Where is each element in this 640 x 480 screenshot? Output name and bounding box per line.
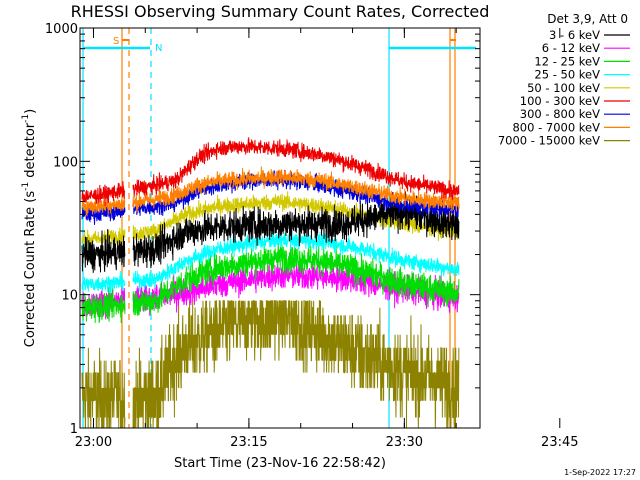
legend-label: 12 - 25 keV	[534, 54, 600, 68]
y-tick-label: 100	[53, 155, 78, 170]
legend-label: 6 - 12 keV	[542, 41, 600, 55]
legend-label: 7000 - 15000 keV	[498, 134, 600, 148]
chart-title: RHESSI Observing Summary Count Rates, Co…	[71, 2, 490, 21]
y-axis-label-main: Corrected Count Rate (s	[23, 191, 38, 348]
y-tick-label: 1	[70, 422, 78, 437]
x-axis-label: Start Time (23-Nov-16 22:58:42)	[174, 456, 386, 471]
footer-date: 1-Sep-2022 17:27	[564, 468, 636, 477]
series-layer	[81, 137, 460, 429]
x-tick-label: 23:45	[541, 435, 578, 450]
event-overlay: SN	[83, 36, 476, 54]
y-axis-label: Corrected Count Rate (s-1 detector-1)	[21, 109, 38, 347]
series-7000-15000-kev	[81, 300, 460, 429]
x-tick-label: 23:30	[386, 435, 423, 450]
plot-frame	[79, 27, 481, 429]
y-axis-ticks: 1 10 100 1000	[45, 22, 480, 437]
y-axis-label-sup2: -1	[21, 114, 31, 123]
series-12-25-kev	[81, 241, 460, 324]
annotation-n: N	[155, 43, 162, 54]
legend-label: 25 - 50 keV	[534, 68, 600, 82]
series-100-300-kev	[81, 137, 460, 207]
y-axis-label-end: )	[23, 109, 38, 114]
y-tick-label: 10	[61, 289, 78, 304]
y-axis-label-mid: detector	[23, 122, 38, 182]
x-tick-label: 23:15	[230, 435, 267, 450]
legend-label: 300 - 800 keV	[520, 107, 600, 121]
legend-label: 50 - 100 keV	[527, 81, 600, 95]
y-axis-label-sup1: -1	[21, 182, 31, 191]
series-25-50-kev	[81, 229, 460, 294]
legend-header: Det 3,9, Att 0	[547, 12, 628, 26]
legend-label: 3 - 6 keV	[549, 28, 600, 42]
x-tick-label: 23:00	[75, 435, 112, 450]
series-800-7000-kev	[81, 166, 460, 217]
annotation-s: S	[113, 36, 119, 47]
legend-label: 100 - 300 keV	[520, 94, 600, 108]
legend-label: 800 - 7000 keV	[512, 120, 600, 134]
y-tick-label: 1000	[45, 22, 78, 37]
